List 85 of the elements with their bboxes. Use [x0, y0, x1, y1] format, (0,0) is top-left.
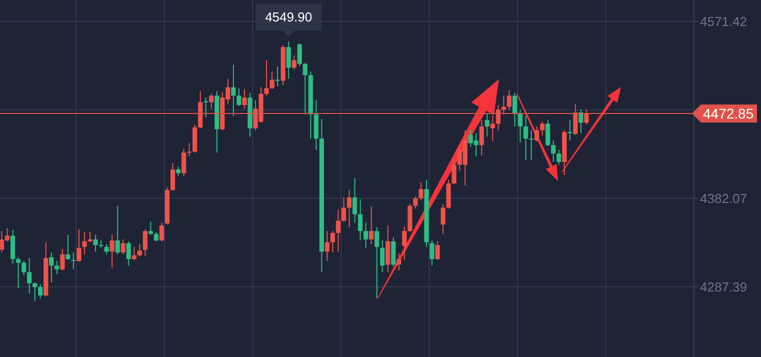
candlestick	[534, 126, 540, 142]
candlestick	[484, 112, 490, 138]
candlestick	[187, 142, 192, 157]
candlestick	[16, 256, 21, 288]
candlestick	[440, 203, 446, 234]
candlestick	[358, 198, 363, 241]
candlestick	[82, 231, 87, 255]
candlestick	[176, 166, 181, 176]
candlestick	[330, 230, 336, 254]
candlestick	[518, 109, 523, 143]
candlestick	[490, 114, 495, 142]
candlestick	[38, 284, 43, 299]
y-tick-label: 4571.42	[700, 14, 747, 30]
candlestick	[181, 148, 186, 176]
candlestick	[369, 206, 374, 245]
candlestick	[324, 230, 330, 262]
candlestick	[380, 240, 385, 273]
annotation: 4549.90	[265, 10, 312, 25]
candlestick	[341, 196, 346, 222]
candlestick	[396, 252, 402, 271]
candlestick	[142, 228, 148, 257]
candlestick	[154, 231, 158, 242]
candlestick	[137, 244, 142, 257]
candlestick	[364, 222, 368, 248]
candlestick	[209, 93, 214, 110]
candlestick	[413, 196, 418, 210]
candlestick	[60, 248, 65, 271]
candlestick	[523, 114, 528, 161]
candlestick	[402, 226, 407, 260]
y-tick-label: 4382.07	[700, 190, 747, 206]
candlestick	[66, 234, 70, 260]
candlestick	[430, 240, 434, 266]
candlestick	[148, 221, 153, 236]
candlestick	[104, 244, 109, 255]
candlestick	[27, 258, 32, 294]
candlestick	[231, 64, 236, 117]
candlestick	[528, 130, 534, 161]
candlestick	[71, 252, 76, 270]
candlestick	[568, 119, 572, 141]
candlestick	[540, 121, 545, 136]
candlestick	[452, 158, 456, 185]
candlestick	[546, 119, 550, 147]
candlestick	[418, 182, 424, 201]
candlestick	[88, 231, 92, 243]
candlestick	[236, 88, 242, 106]
candlestick	[242, 88, 247, 110]
candlestick	[573, 104, 578, 136]
candlestick	[204, 97, 208, 118]
candlestick	[120, 238, 126, 255]
candlestick	[76, 228, 82, 262]
candlestick	[352, 177, 358, 224]
candlestick	[22, 260, 26, 276]
candlestick	[93, 234, 98, 252]
candlestick	[435, 240, 440, 260]
candlestick	[159, 222, 164, 242]
candlestick	[264, 60, 269, 96]
candlestick	[551, 140, 556, 162]
candlestick	[10, 230, 16, 264]
candlestick	[32, 282, 38, 302]
ref-line-label: 4472.85	[703, 105, 754, 122]
candlestick	[506, 90, 512, 110]
candlestick	[479, 119, 484, 156]
y-tick-label: 4287.39	[700, 279, 747, 294]
candlestick	[286, 41, 291, 80]
candlestick	[496, 104, 500, 131]
candlestick	[386, 224, 390, 273]
candlestick	[374, 226, 380, 299]
candlestick	[302, 62, 308, 115]
candlestick	[115, 205, 120, 255]
candlestick	[391, 237, 396, 268]
candlestick	[556, 149, 562, 166]
candlestick	[170, 162, 176, 192]
candlestick	[49, 252, 54, 283]
candlestick	[512, 92, 518, 127]
candlestick	[336, 209, 341, 252]
candlestick	[110, 234, 114, 268]
candlestick	[584, 109, 589, 126]
candlestick	[270, 70, 274, 90]
candlestick	[275, 66, 280, 87]
candlestick	[126, 240, 131, 266]
candlestick	[297, 42, 302, 66]
candlestick	[292, 55, 296, 70]
candlestick	[132, 246, 136, 260]
candlestick	[54, 260, 60, 274]
candlestick	[346, 189, 352, 228]
